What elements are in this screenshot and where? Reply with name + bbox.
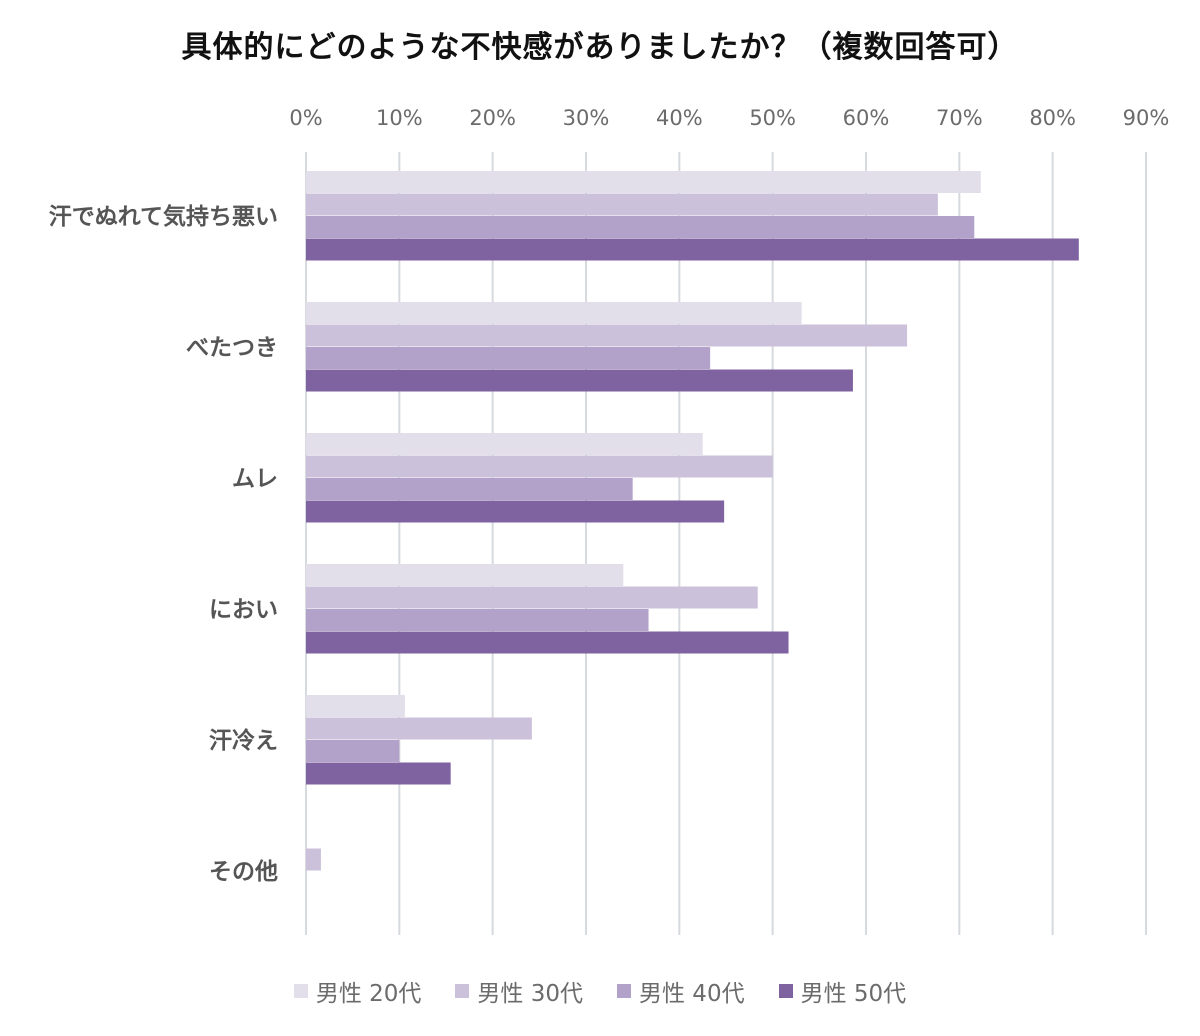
x-tick-label: 80% (1029, 106, 1076, 130)
bar (306, 762, 451, 785)
legend-label: 男性 40代 (639, 981, 745, 1007)
legend-label: 男性 20代 (315, 981, 422, 1007)
bar (306, 302, 802, 324)
x-axis-ticks: 0% 10% 20% 30% 40% 50% 60% 70% 80% 90% (289, 106, 1169, 130)
legend-item: 男性 30代 (455, 974, 583, 1008)
category-label: におい (209, 597, 278, 623)
x-tick-label: 20% (469, 106, 516, 130)
bars (306, 171, 1079, 871)
bar (306, 564, 624, 586)
legend-item: 男性 20代 (293, 974, 422, 1008)
legend-label: 男性 30代 (477, 981, 583, 1007)
bar (306, 238, 1079, 261)
category-label: 汗でぬれて気持ち悪い (49, 203, 278, 230)
bar (306, 324, 908, 347)
x-tick-label: 40% (656, 106, 703, 130)
x-tick-label: 60% (843, 106, 890, 130)
bar (306, 478, 633, 500)
x-tick-label: 50% (749, 106, 796, 130)
bar (306, 369, 853, 392)
gridlines (305, 152, 1147, 935)
bar (306, 740, 400, 762)
x-tick-label: 30% (563, 106, 610, 130)
bar (306, 609, 649, 631)
category-label: その他 (209, 859, 278, 885)
legend-swatch (778, 984, 793, 998)
bar (306, 433, 703, 455)
bar (306, 171, 981, 193)
x-tick-label: 90% (1123, 106, 1170, 130)
bar (306, 455, 773, 478)
bar (306, 500, 725, 523)
bar (306, 216, 975, 238)
x-tick-label: 10% (376, 106, 423, 130)
legend-label: 男性 50代 (800, 981, 907, 1007)
bar (306, 193, 938, 216)
bar (306, 347, 711, 369)
legend-item: 男性 50代 (778, 974, 907, 1008)
bar (306, 695, 405, 717)
category-label: 汗冷え (209, 727, 278, 754)
category-label: べたつき (186, 335, 278, 361)
category-label: ムレ (232, 466, 278, 492)
chart-title: 具体的にどのような不快感がありましたか？（複数回答可） (181, 30, 1019, 65)
bar (306, 717, 532, 740)
legend-swatch (455, 984, 470, 998)
x-tick-label: 0% (289, 106, 322, 130)
legend-swatch (293, 984, 308, 998)
bar (306, 631, 789, 654)
bar (306, 848, 321, 871)
legend-swatch (617, 984, 631, 998)
legend-item: 男性 40代 (617, 974, 745, 1008)
legend: 男性 20代 男性 30代 男性 40代 男性 50代 (0, 974, 1200, 1008)
x-tick-label: 70% (936, 106, 983, 130)
bar (306, 586, 758, 609)
